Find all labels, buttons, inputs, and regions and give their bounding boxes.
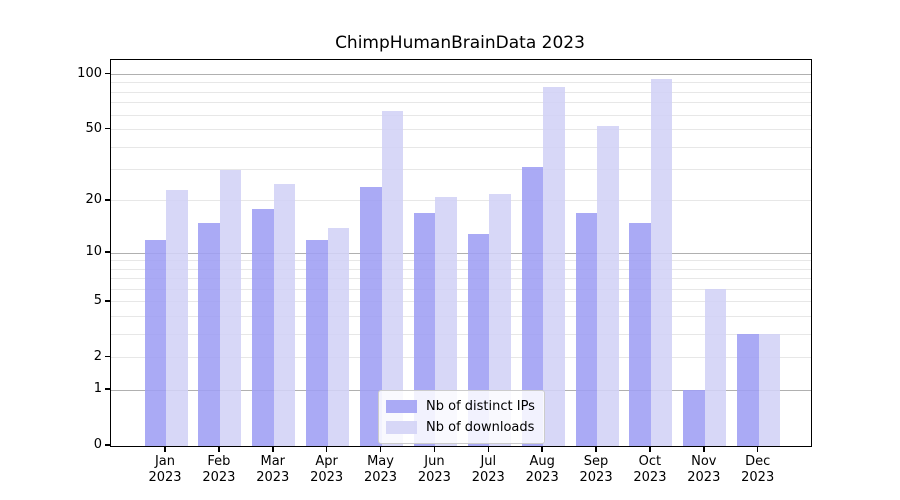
x-tick-mark — [595, 446, 597, 452]
minor-gridline — [111, 114, 811, 116]
x-tick-mark — [272, 446, 274, 452]
x-tick-label: Jan 2023 — [148, 454, 182, 485]
x-tick-mark — [164, 446, 166, 452]
bar-distinct-ips — [413, 213, 436, 446]
bar-downloads — [597, 126, 619, 446]
bar-downloads — [327, 228, 350, 446]
minor-gridline — [111, 357, 811, 359]
minor-gridline — [111, 146, 811, 148]
minor-gridline — [111, 260, 811, 262]
x-tick-label: Oct 2023 — [633, 454, 667, 485]
minor-gridline — [111, 91, 811, 93]
x-tick-mark — [433, 446, 436, 452]
x-tick-mark — [218, 446, 220, 452]
minor-gridline — [111, 301, 811, 303]
minor-gridline — [111, 82, 811, 84]
bar-distinct-ips — [575, 213, 598, 446]
bar-downloads — [273, 183, 296, 446]
minor-gridline — [111, 333, 811, 335]
legend-label: Nb of downloads — [426, 420, 535, 435]
legend-swatch-distinct-ips — [386, 400, 417, 413]
minor-gridline — [111, 315, 811, 317]
x-tick-label: Jun 2023 — [417, 454, 451, 485]
x-tick-label: Dec 2023 — [741, 454, 775, 485]
y-tick-mark — [105, 300, 110, 302]
y-tick-label: 0 — [93, 437, 102, 452]
y-tick-label: 50 — [85, 120, 102, 136]
bar-distinct-ips — [306, 239, 328, 446]
bar-downloads — [704, 289, 727, 446]
bar-downloads — [381, 111, 404, 446]
x-tick-label: Aug 2023 — [525, 454, 559, 485]
x-tick-mark — [379, 446, 382, 452]
minor-gridline — [111, 129, 811, 131]
major-gridline — [111, 74, 811, 76]
legend-item: Nb of distinct IPs — [386, 396, 535, 417]
bar-distinct-ips — [521, 167, 544, 446]
x-tick-label: Mar 2023 — [256, 454, 290, 485]
minor-gridline — [111, 268, 811, 270]
bar-downloads — [650, 78, 673, 446]
x-tick-label: Nov 2023 — [687, 454, 721, 485]
bar-distinct-ips — [144, 239, 166, 446]
bar-distinct-ips — [198, 222, 220, 446]
bar-distinct-ips — [683, 390, 705, 446]
bar-downloads — [543, 87, 565, 446]
bar-downloads — [219, 169, 242, 446]
minor-gridline — [111, 288, 811, 290]
bar-downloads — [435, 197, 457, 446]
y-tick-mark — [105, 72, 110, 75]
y-tick-label: 20 — [85, 191, 102, 207]
x-tick-label: Apr 2023 — [310, 454, 344, 485]
major-gridline — [111, 252, 811, 254]
minor-gridline — [111, 169, 811, 171]
bar-distinct-ips — [737, 334, 759, 446]
plot-area: Nb of distinct IPs Nb of downloads — [110, 59, 812, 447]
legend-swatch-downloads — [386, 421, 417, 434]
y-tick-label: 1 — [93, 381, 102, 397]
x-tick-mark — [325, 446, 328, 452]
y-tick-label: 10 — [85, 244, 102, 259]
legend-item: Nb of downloads — [386, 417, 535, 438]
y-tick-mark — [105, 199, 110, 201]
y-tick-mark — [105, 251, 110, 253]
y-tick-mark — [105, 127, 110, 130]
x-tick-mark — [649, 446, 651, 452]
y-tick-label: 100 — [77, 65, 102, 81]
x-tick-mark — [756, 446, 759, 452]
minor-gridline — [111, 102, 811, 104]
y-tick-mark — [105, 388, 110, 390]
x-tick-label: May 2023 — [363, 454, 398, 485]
bar-distinct-ips — [252, 209, 274, 446]
legend: Nb of distinct IPs Nb of downloads — [378, 390, 545, 444]
x-tick-label: Jul 2023 — [471, 454, 505, 485]
bar-distinct-ips — [629, 222, 651, 446]
legend-label: Nb of distinct IPs — [426, 399, 535, 414]
y-tick-mark — [105, 355, 110, 358]
y-tick-mark — [105, 444, 110, 446]
minor-gridline — [111, 200, 811, 202]
y-tick-label: 2 — [93, 348, 102, 364]
x-tick-mark — [703, 446, 705, 452]
bar-downloads — [489, 193, 511, 446]
x-tick-label: Sep 2023 — [579, 454, 613, 485]
bar-downloads — [166, 190, 188, 446]
bar-distinct-ips — [360, 186, 382, 446]
chart-title: ChimpHumanBrainData 2023 — [335, 33, 585, 53]
x-tick-mark — [487, 446, 490, 452]
bar-downloads — [758, 334, 781, 446]
x-tick-label: Feb 2023 — [202, 454, 236, 485]
x-tick-mark — [541, 446, 543, 452]
minor-gridline — [111, 278, 811, 280]
y-tick-label: 5 — [93, 292, 102, 308]
